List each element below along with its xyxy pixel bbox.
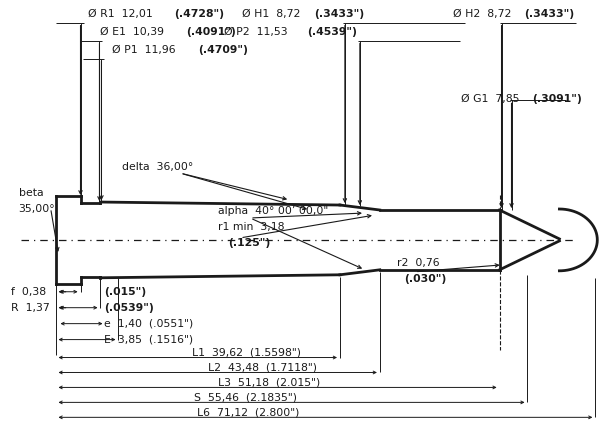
Text: Ø G1  7,85: Ø G1 7,85 [461,95,526,104]
Text: Ø E1  10,39: Ø E1 10,39 [100,26,172,37]
Text: r2  0,76: r2 0,76 [397,258,439,268]
Text: alpha  40° 00’ 00,0": alpha 40° 00’ 00,0" [218,206,328,216]
Text: Ø H2  8,72: Ø H2 8,72 [452,9,518,19]
Text: L3  51,18  (2.015"): L3 51,18 (2.015") [218,377,320,388]
Text: beta: beta [19,188,43,198]
Text: R  1,37: R 1,37 [11,303,49,313]
Text: (.4091"): (.4091") [186,26,236,37]
Text: 35,00°: 35,00° [19,204,55,214]
Text: (.125"): (.125") [228,238,271,248]
Text: (.4728"): (.4728") [174,9,224,19]
Text: Ø P1  11,96: Ø P1 11,96 [112,45,183,55]
Text: delta  36,00°: delta 36,00° [122,162,194,172]
Text: L6  71,12  (2.800"): L6 71,12 (2.800") [197,407,299,417]
Text: E  3,85  (.1516"): E 3,85 (.1516") [104,334,194,345]
Text: (.4539"): (.4539") [307,26,357,37]
Text: L2  43,48  (1.7118"): L2 43,48 (1.7118") [208,363,317,372]
Text: e  1,40  (.0551"): e 1,40 (.0551") [104,319,194,328]
Text: Ø P2  11,53: Ø P2 11,53 [224,26,295,37]
Text: r1 min  3,18: r1 min 3,18 [218,222,284,232]
Text: S  55,46  (2.1835"): S 55,46 (2.1835") [194,392,297,403]
Text: (.3433"): (.3433") [524,9,575,19]
Text: L1  39,62  (1.5598"): L1 39,62 (1.5598") [192,348,301,357]
Text: (.015"): (.015") [104,287,146,297]
Text: (.3433"): (.3433") [314,9,364,19]
Text: Ø H1  8,72: Ø H1 8,72 [242,9,308,19]
Text: (.0539"): (.0539") [104,303,154,313]
Text: (.4709"): (.4709") [198,45,248,55]
Text: (.3091"): (.3091") [532,95,582,104]
Text: f  0,38: f 0,38 [11,287,46,297]
Text: Ø R1  12,01: Ø R1 12,01 [88,9,160,19]
Text: (.030"): (.030") [404,274,446,284]
